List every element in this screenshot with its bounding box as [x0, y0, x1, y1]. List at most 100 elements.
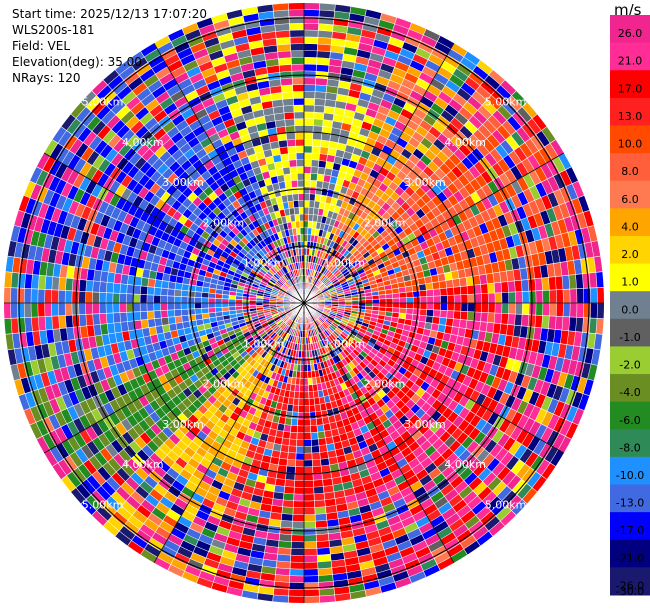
velocity-cell [73, 363, 84, 377]
velocity-cell [371, 230, 380, 239]
velocity-cell [25, 197, 37, 215]
velocity-cell [31, 303, 38, 318]
velocity-cell [95, 259, 104, 271]
velocity-cell [279, 534, 292, 542]
velocity-cell [349, 283, 356, 289]
velocity-cell [345, 252, 353, 260]
velocity-cell [285, 308, 292, 313]
velocity-cell [521, 432, 535, 448]
velocity-cell [435, 213, 446, 225]
velocity-cell [447, 206, 458, 218]
velocity-cell [312, 343, 317, 350]
velocity-cell [73, 403, 85, 418]
velocity-cell [324, 320, 331, 326]
velocity-cell [434, 371, 444, 382]
velocity-cell [307, 323, 310, 330]
velocity-cell [454, 480, 469, 494]
velocity-cell [526, 326, 535, 340]
velocity-cell [304, 405, 310, 413]
velocity-cell [373, 82, 388, 93]
velocity-cell [211, 440, 222, 451]
velocity-cell [252, 266, 260, 274]
velocity-cell [206, 551, 222, 563]
velocity-cell [318, 438, 327, 446]
velocity-cell [505, 357, 515, 371]
velocity-cell [226, 417, 236, 427]
velocity-cell [386, 303, 393, 308]
velocity-cell [163, 241, 173, 252]
velocity-cell [258, 285, 266, 291]
velocity-cell [61, 150, 75, 167]
velocity-cell [131, 535, 148, 549]
velocity-cell [312, 321, 317, 328]
velocity-cell [516, 463, 531, 479]
velocity-cell [281, 513, 293, 521]
velocity-cell [240, 248, 248, 256]
velocity-cell [99, 447, 113, 462]
velocity-cell [406, 66, 422, 78]
velocity-cell [457, 210, 469, 223]
velocity-cell [93, 211, 105, 225]
velocity-cell [130, 490, 145, 505]
velocity-cell [313, 287, 319, 293]
velocity-cell [497, 105, 512, 121]
velocity-cell [100, 214, 111, 228]
velocity-cell [416, 451, 429, 463]
velocity-cell [507, 474, 522, 491]
velocity-cell [541, 277, 550, 291]
velocity-cell [336, 94, 348, 103]
velocity-cell [196, 463, 209, 475]
velocity-cell [323, 321, 330, 328]
velocity-cell [361, 322, 369, 328]
velocity-cell [51, 289, 59, 303]
velocity-cell [362, 358, 370, 366]
velocity-cell [205, 327, 213, 335]
velocity-cell [431, 274, 439, 283]
velocity-cell [76, 106, 91, 123]
velocity-cell [422, 166, 435, 178]
velocity-cell [120, 283, 128, 294]
velocity-cell [83, 219, 94, 234]
velocity-cell [320, 195, 327, 203]
velocity-cell [408, 441, 420, 452]
velocity-cell [461, 157, 474, 170]
velocity-cell [327, 450, 337, 458]
velocity-cell [378, 151, 390, 161]
velocity-cell [285, 293, 292, 298]
velocity-cell [359, 258, 367, 266]
velocity-cell [245, 320, 253, 325]
velocity-cell [201, 497, 216, 509]
velocity-cell [65, 278, 73, 291]
velocity-cell [176, 247, 186, 257]
velocity-cell [162, 426, 174, 438]
velocity-cell [155, 271, 164, 281]
velocity-cell [102, 366, 113, 379]
velocity-cell [475, 174, 487, 188]
velocity-cell [432, 234, 442, 245]
velocity-cell [323, 423, 331, 431]
velocity-cell [425, 358, 435, 368]
velocity-cell [334, 271, 342, 277]
velocity-cell [190, 552, 207, 564]
velocity-cell [442, 198, 453, 210]
velocity-cell [387, 132, 400, 144]
velocity-cell [361, 262, 369, 269]
velocity-cell [46, 262, 55, 277]
velocity-cell [144, 361, 155, 373]
velocity-cell [174, 374, 184, 385]
velocity-cell [185, 353, 195, 362]
velocity-cell [265, 476, 277, 485]
velocity-cell [298, 323, 301, 330]
velocity-cell [424, 132, 438, 144]
velocity-cell [415, 546, 431, 559]
velocity-cell [396, 322, 405, 330]
velocity-cell [215, 177, 226, 187]
velocity-cell [324, 297, 331, 300]
velocity-cell [304, 528, 317, 535]
velocity-cell [247, 507, 260, 517]
velocity-cell [121, 129, 135, 143]
velocity-cell [263, 245, 271, 253]
velocity-cell [331, 267, 338, 274]
velocity-cell [541, 126, 556, 144]
velocity-cell [286, 280, 292, 287]
